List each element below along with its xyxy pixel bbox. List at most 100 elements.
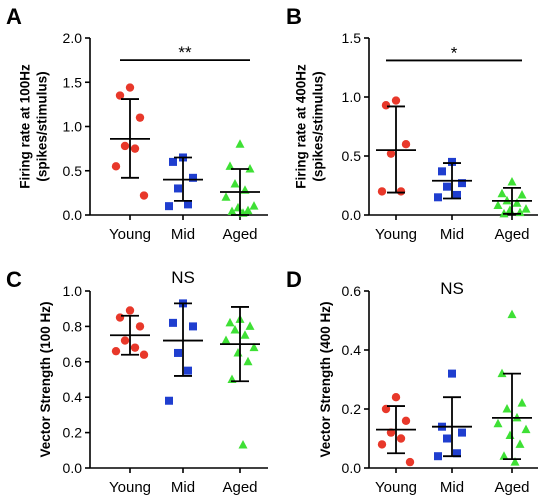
y-tick-label: 0.5 <box>342 148 362 164</box>
data-point <box>184 366 192 375</box>
y-tick-label: 0.6 <box>63 354 83 370</box>
data-point <box>521 424 531 434</box>
data-point <box>111 346 121 356</box>
data-point <box>135 322 145 331</box>
data-point <box>458 428 466 437</box>
y-tick-label: 2.0 <box>63 30 83 46</box>
data-point <box>458 179 466 188</box>
data-point <box>493 418 503 428</box>
y-axis-label: Vector Strength (100 Hz) <box>38 301 53 457</box>
panel-letter: A <box>6 4 22 29</box>
data-point <box>165 396 173 405</box>
series-mid <box>432 157 472 202</box>
x-tick-label: Aged <box>494 226 529 243</box>
x-tick-label: Mid <box>171 479 195 496</box>
y-tick-label: 0.0 <box>342 460 362 476</box>
y-tick-label: 0.8 <box>63 318 83 334</box>
data-point <box>227 206 237 215</box>
chart-panel-c: C Vector Strength (100 Hz) 0.0 0.2 0.4 0.6 0.8… <box>6 267 268 496</box>
x-tick-label: Young <box>109 226 151 243</box>
data-point <box>515 439 525 448</box>
data-point <box>391 96 401 105</box>
y-tick-label: 1.5 <box>342 30 362 46</box>
series-mid <box>163 299 203 405</box>
data-point <box>497 368 507 378</box>
data-point <box>169 318 177 327</box>
data-point <box>230 324 240 334</box>
data-point <box>184 200 192 209</box>
y-axis-label: Firing rate at 400Hz <box>294 64 309 189</box>
data-point <box>221 335 231 345</box>
series-young <box>376 96 416 196</box>
data-point <box>243 205 253 215</box>
data-point <box>135 113 145 122</box>
data-point <box>230 179 240 188</box>
data-point <box>396 187 406 196</box>
chart-panel-a: A Firing rate at 100Hz (spikes/stimulus) 0.… <box>6 4 268 243</box>
data-point <box>165 202 173 211</box>
x-tick-label: Mid <box>440 226 464 243</box>
x-tick-label: Aged <box>494 479 529 496</box>
y-axis-label: Firing rate at 100Hz <box>18 64 33 189</box>
x-tick-label: Young <box>375 479 417 496</box>
data-point <box>225 161 235 170</box>
data-point <box>169 157 177 166</box>
data-point <box>174 348 182 357</box>
data-point <box>507 309 517 319</box>
data-point <box>377 187 387 196</box>
series-mid <box>163 153 203 211</box>
data-point <box>401 416 411 425</box>
y-tick-label: 0.0 <box>342 207 362 223</box>
data-point <box>130 343 140 352</box>
data-point <box>377 440 387 449</box>
data-point <box>517 398 527 407</box>
data-point <box>405 457 415 467</box>
chart-panel-d: D Vector Strength (400 Hz) 0.0 0.2 0.4 0.6 You… <box>286 267 538 496</box>
chart-panel-b: B Firing rate at 400Hz (spikes/stimulus) 0.… <box>286 4 538 243</box>
y-axis-label: (spikes/stimulus) <box>35 71 50 181</box>
data-point <box>233 347 243 357</box>
data-point <box>243 356 253 366</box>
data-point <box>434 452 442 461</box>
panel-letter: D <box>286 267 302 292</box>
data-point <box>507 176 517 186</box>
y-tick-label: 1.0 <box>342 89 362 105</box>
y-tick-label: 1.5 <box>63 74 83 90</box>
series-aged <box>492 309 532 466</box>
data-point <box>225 317 235 327</box>
y-tick-label: 1.0 <box>63 119 83 135</box>
y-axis-label: (spikes/stimulus) <box>311 71 326 181</box>
data-point <box>434 193 442 202</box>
data-point <box>499 451 509 460</box>
x-tick-label: Aged <box>222 479 257 496</box>
y-tick-label: 0.0 <box>63 207 83 223</box>
data-point <box>120 336 130 345</box>
data-point <box>502 404 512 413</box>
y-tick-label: 0.2 <box>63 425 83 441</box>
series-aged <box>492 176 532 218</box>
y-tick-label: 0.2 <box>342 401 362 417</box>
data-point <box>245 321 255 330</box>
y-tick-label: 1.0 <box>63 283 83 299</box>
x-tick-label: Young <box>109 479 151 496</box>
data-point <box>448 157 456 166</box>
x-tick-label: Mid <box>171 226 195 243</box>
data-point <box>443 434 451 443</box>
data-point <box>115 91 125 100</box>
data-point <box>115 313 125 322</box>
data-point <box>443 182 451 191</box>
significance-label: * <box>451 43 458 62</box>
data-point <box>245 163 255 173</box>
series-mid <box>432 369 472 461</box>
y-tick-label: 0.4 <box>342 342 362 358</box>
data-point <box>249 342 259 352</box>
data-point <box>453 449 461 458</box>
data-point <box>391 393 401 402</box>
panel-letter: C <box>6 267 22 292</box>
significance-label: NS <box>171 268 195 287</box>
data-point <box>235 139 245 148</box>
data-point <box>238 439 248 449</box>
x-tick-label: Young <box>375 226 417 243</box>
data-point <box>505 430 515 440</box>
data-point <box>189 322 197 331</box>
